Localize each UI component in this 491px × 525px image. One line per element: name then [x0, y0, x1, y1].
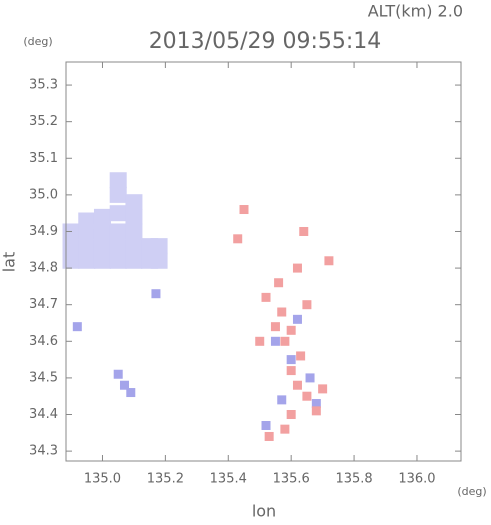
echo-point	[318, 384, 328, 394]
y-tick-label: 35.3	[29, 78, 58, 93]
echo-point	[286, 325, 296, 335]
plot-area	[62, 172, 334, 441]
echo-point	[296, 351, 306, 361]
echo-point	[93, 208, 111, 225]
echo-point	[78, 212, 96, 229]
echo-point	[109, 223, 127, 240]
echo-point	[239, 205, 249, 215]
echo-point	[125, 208, 143, 225]
echo-point	[292, 314, 302, 324]
echo-point	[151, 289, 161, 299]
echo-point	[119, 380, 129, 390]
echo-point	[125, 223, 143, 240]
echo-point	[126, 388, 136, 398]
echo-point	[78, 252, 96, 269]
echo-point	[311, 406, 321, 416]
echo-point	[109, 172, 127, 189]
altitude: ALT(km) 2.0	[368, 2, 463, 21]
echo-point	[311, 399, 321, 409]
y-tick-label: 34.6	[29, 334, 58, 349]
echo-point	[261, 292, 271, 302]
echo-point	[125, 238, 143, 255]
echo-point	[286, 355, 296, 365]
echo-point	[62, 238, 80, 255]
echo-point	[277, 307, 287, 317]
echo-point	[93, 252, 111, 269]
echo-point	[93, 223, 111, 240]
echo-point	[125, 194, 143, 211]
echo-point	[150, 252, 168, 269]
echo-point	[109, 186, 127, 203]
y-tick-label: 34.8	[29, 261, 58, 276]
x-tick-label: 135.2	[147, 472, 184, 487]
echo-point	[305, 373, 315, 383]
echo-point	[286, 410, 296, 420]
x-axis-label: lon	[252, 502, 276, 521]
y-tick-label: 34.9	[29, 224, 58, 239]
echo-point	[62, 252, 80, 269]
echo-point	[280, 336, 290, 346]
y-tick-label: 34.7	[29, 297, 58, 312]
echo-point	[261, 420, 271, 430]
echo-point	[255, 336, 265, 346]
x-tick-label: 135.6	[273, 472, 310, 487]
frame	[65, 61, 462, 462]
echo-point	[292, 380, 302, 390]
y-tick-label: 34.5	[29, 370, 58, 385]
x-tick-label: 135.8	[335, 472, 372, 487]
echo-point	[270, 322, 280, 332]
echo-point	[109, 252, 127, 269]
echo-point	[302, 391, 312, 401]
echo-point	[233, 234, 243, 244]
x-unit: (deg)	[457, 485, 486, 498]
echo-point	[274, 278, 284, 288]
y-tick-label: 35.1	[29, 151, 58, 166]
echo-point	[150, 238, 168, 255]
y-tick-label: 34.3	[29, 444, 58, 459]
echo-point	[280, 424, 290, 434]
echo-point	[78, 238, 96, 255]
y-tick-label: 35.0	[29, 187, 58, 202]
echo-point	[109, 205, 127, 222]
echo-point	[302, 300, 312, 310]
y-tick-label: 34.4	[29, 407, 58, 422]
echo-point	[113, 369, 123, 379]
y-axis-label: lat	[0, 252, 19, 273]
x-tick-label: 136.0	[398, 472, 435, 487]
echo-point	[264, 431, 274, 441]
x-tick-label: 135.0	[84, 472, 121, 487]
echo-point	[93, 238, 111, 255]
echo-point	[324, 256, 334, 266]
echo-point	[125, 252, 143, 269]
chart-title: 2013/05/29 09:55:14	[149, 29, 382, 54]
echo-point	[270, 336, 280, 346]
echo-point	[292, 263, 302, 273]
echo-point	[109, 238, 127, 255]
y-tick-label: 35.2	[29, 114, 58, 129]
echo-point	[299, 226, 309, 236]
echo-point	[277, 395, 287, 405]
echo-point	[72, 322, 82, 332]
echo-point	[286, 366, 296, 376]
x-tick-label: 135.4	[210, 472, 247, 487]
y-unit: (deg)	[23, 35, 52, 48]
